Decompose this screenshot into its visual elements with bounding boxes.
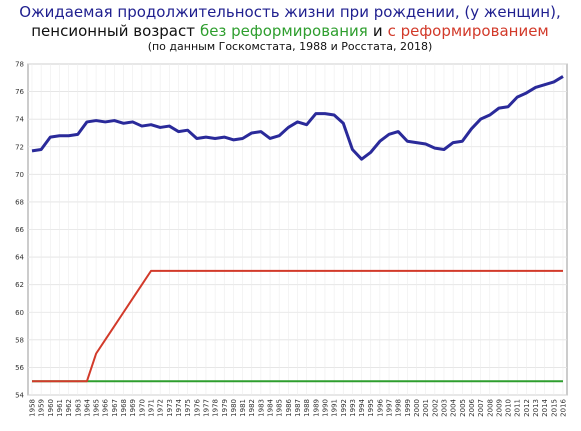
- y-tick-label: 62: [15, 281, 24, 289]
- x-tick-label: 2005: [459, 399, 467, 417]
- y-tick-label: 74: [15, 116, 24, 124]
- x-tick-label: 1969: [129, 399, 137, 417]
- x-tick-label: 1967: [111, 399, 119, 417]
- x-tick-label: 1976: [193, 398, 201, 416]
- x-tick-label: 1977: [202, 399, 210, 417]
- x-tick-label: 2008: [486, 399, 494, 417]
- x-tick-label: 1961: [56, 399, 64, 417]
- x-tick-label: 1973: [166, 399, 174, 417]
- x-tick-label: 1988: [303, 399, 311, 417]
- x-tick-label: 1990: [321, 399, 329, 417]
- x-tick-label: 1968: [120, 399, 128, 417]
- x-tick-label: 1996: [376, 398, 384, 416]
- x-tick-label: 1981: [239, 399, 247, 417]
- x-tick-label: 1964: [83, 398, 91, 416]
- title-part: и: [373, 22, 383, 40]
- x-tick-label: 2016: [560, 398, 568, 416]
- x-tick-label: 1972: [157, 399, 165, 417]
- x-tick-label: 1986: [285, 398, 293, 416]
- x-tick-label: 1984: [267, 398, 275, 416]
- chart-subtitle: (по данным Госкомстата, 1988 и Росстата,…: [148, 40, 433, 53]
- x-tick-label: 1971: [148, 399, 156, 417]
- x-tick-label: 1989: [312, 399, 320, 417]
- x-tick-label: 1995: [367, 399, 375, 417]
- x-tick-label: 1975: [184, 399, 192, 417]
- y-tick-label: 64: [15, 254, 24, 262]
- x-tick-label: 1966: [102, 398, 110, 416]
- x-tick-label: 2015: [550, 399, 558, 417]
- x-tick-label: 1983: [257, 399, 265, 417]
- x-tick-label: 2013: [532, 399, 540, 417]
- y-tick-label: 70: [15, 171, 24, 179]
- y-tick-label: 58: [15, 336, 24, 344]
- x-tick-label: 1958: [29, 399, 37, 417]
- x-tick-label: 2014: [541, 398, 549, 416]
- x-tick-label: 2009: [495, 399, 503, 417]
- x-tick-label: 1979: [221, 399, 229, 417]
- x-tick-label: 1985: [276, 399, 284, 417]
- x-tick-label: 1992: [340, 399, 348, 417]
- x-tick-label: 2000: [413, 399, 421, 417]
- x-tick-label: 2006: [468, 398, 476, 416]
- x-tick-label: 2011: [514, 399, 522, 417]
- x-tick-label: 2004: [450, 398, 458, 416]
- y-tick-label: 76: [15, 88, 24, 96]
- x-tick-label: 1993: [349, 399, 357, 417]
- y-tick-label: 54: [15, 392, 24, 400]
- x-tick-label: 2010: [505, 399, 513, 417]
- x-tick-label: 1999: [404, 399, 412, 417]
- series-line: [32, 269, 563, 383]
- x-tick-label: 1970: [138, 399, 146, 417]
- x-tick-label: 1974: [175, 398, 183, 416]
- x-tick-label: 2001: [422, 399, 430, 417]
- series-line: [31, 75, 564, 161]
- x-tick-label: 1982: [248, 399, 256, 417]
- x-tick-label: 1980: [230, 399, 238, 417]
- y-tick-label: 56: [15, 364, 24, 372]
- x-tick-label: 1960: [47, 399, 55, 417]
- y-tick-label: 66: [15, 226, 24, 234]
- x-tick-label: 1994: [358, 398, 366, 416]
- y-tick-label: 78: [15, 61, 24, 69]
- x-tick-label: 2002: [431, 399, 439, 417]
- x-tick-label: 2003: [440, 399, 448, 417]
- x-tick-label: 1991: [331, 399, 339, 417]
- x-tick-label: 1962: [65, 399, 73, 417]
- x-tick-label: 1978: [212, 399, 220, 417]
- x-tick-label: 1965: [93, 399, 101, 417]
- y-tick-label: 68: [15, 198, 24, 206]
- x-tick-label: 1998: [395, 399, 403, 417]
- x-tick-label: 1997: [386, 399, 394, 417]
- title-part: пенсионный возраст: [31, 22, 195, 40]
- x-tick-label: 1963: [74, 399, 82, 417]
- title-part: с реформированием: [388, 22, 549, 40]
- title-part: без реформирования: [200, 22, 368, 40]
- x-tick-label: 1987: [294, 399, 302, 417]
- x-tick-label: 2007: [477, 399, 485, 417]
- y-tick-label: 60: [15, 309, 24, 317]
- chart-title-line: пенсионный возраст без реформирования и с р…: [31, 22, 549, 40]
- y-tick-label: 72: [15, 143, 24, 151]
- x-tick-label: 2012: [523, 399, 531, 417]
- chart-title: Ожидаемая продолжительность жизни при ро…: [19, 3, 560, 21]
- x-tick-label: 1959: [38, 399, 46, 417]
